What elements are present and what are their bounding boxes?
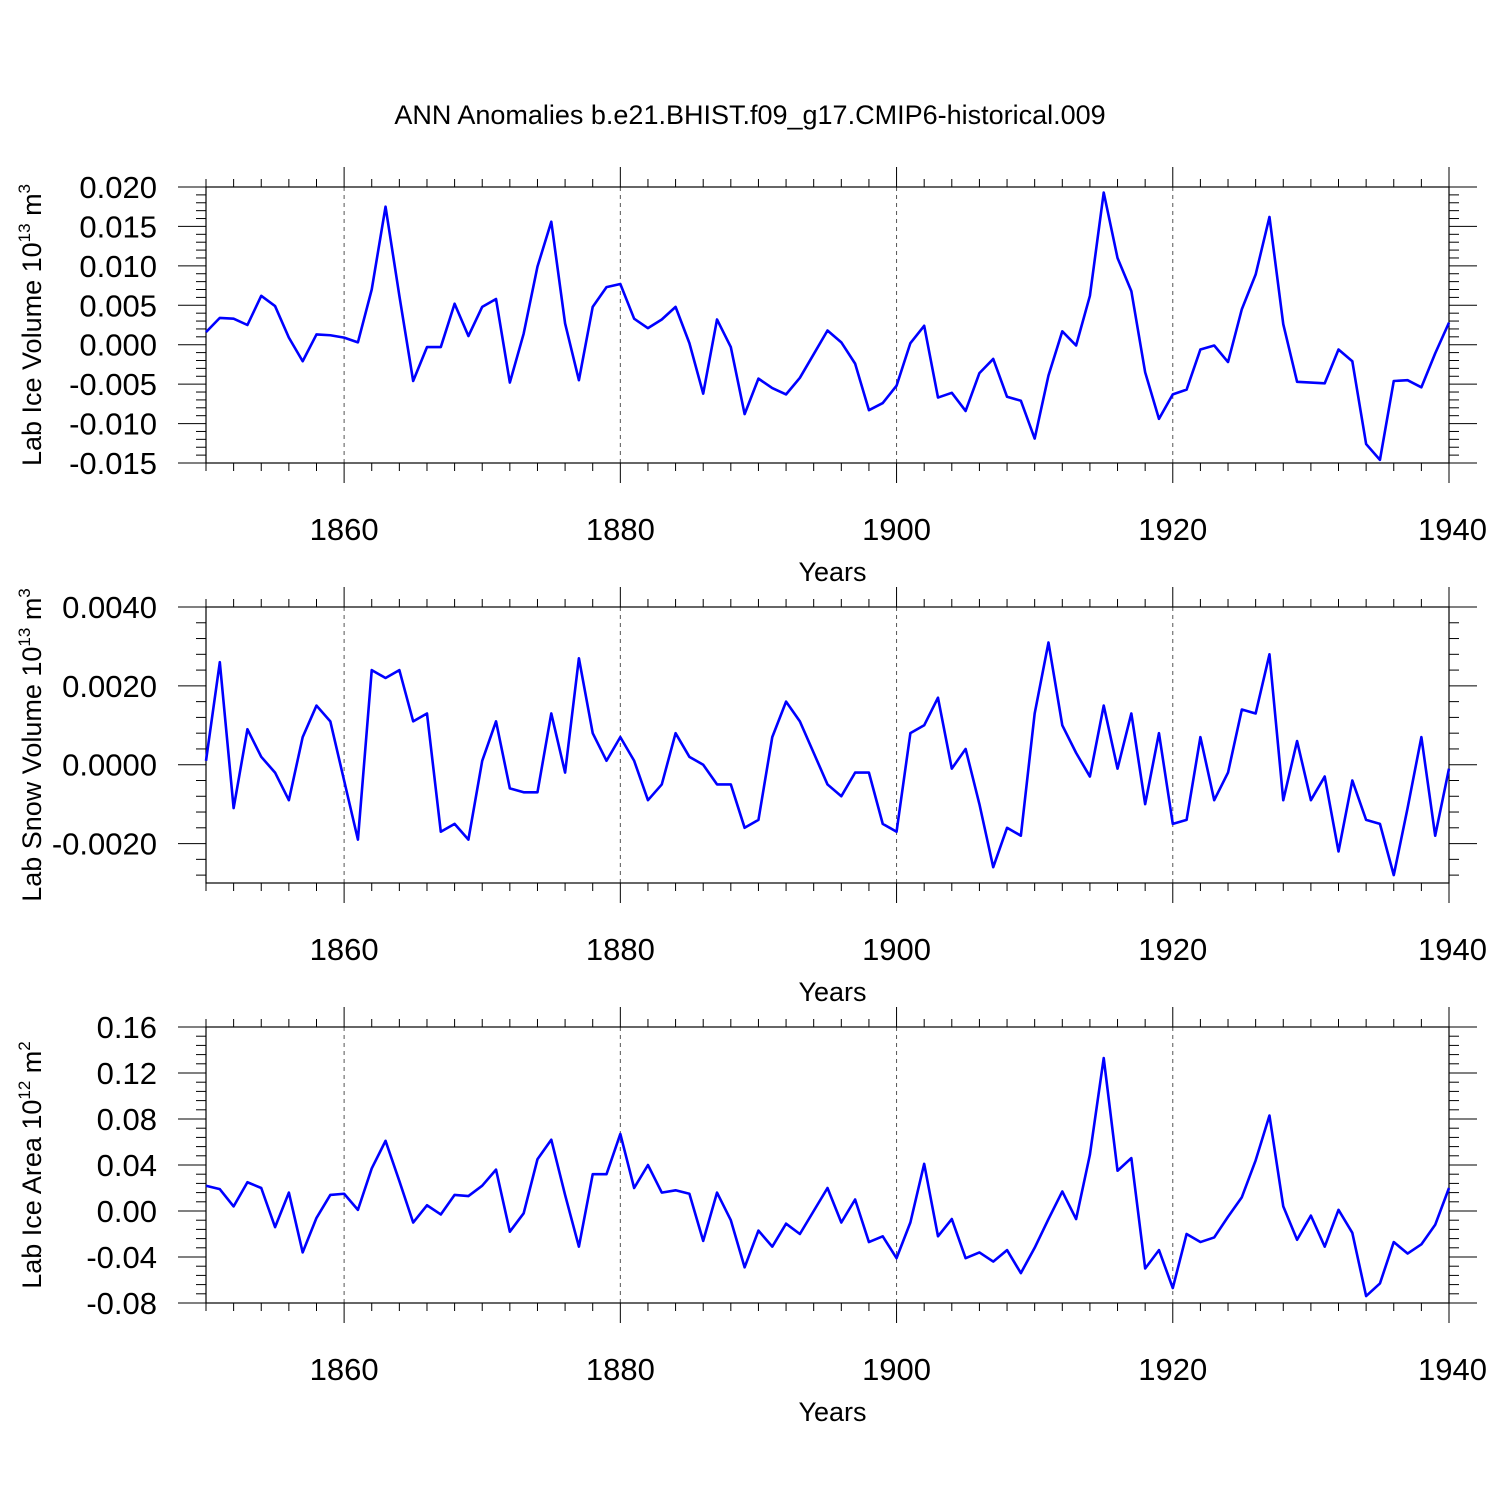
x-tick-label: 1880 (586, 932, 655, 967)
y-tick-label: -0.08 (86, 1286, 157, 1321)
y-axis-label: Lab Ice Area 1012 m2 (15, 1041, 47, 1289)
y-tick-label: 0.00 (97, 1194, 157, 1229)
series-line (205, 1056, 1451, 1298)
series-line (205, 191, 1451, 462)
chart-panel-3: 1860 1880 1900 1920 1940 -0.08 -0.04 0.00 0.04 0.… (15, 1007, 1487, 1427)
x-axis-label: Years (798, 557, 866, 587)
x-tick-label: 1920 (1138, 1352, 1207, 1387)
x-tick-label: 1940 (1418, 512, 1487, 547)
series-line (204, 641, 1451, 877)
x-tick-label: 1900 (862, 512, 931, 547)
y-tick-label: -0.015 (69, 446, 157, 481)
y-tick-label: 0.010 (79, 249, 157, 284)
y-tick-label: 0.015 (79, 209, 157, 244)
plot-frame (205, 606, 1450, 884)
x-tick-label: 1940 (1418, 932, 1487, 967)
x-tick-label: 1920 (1138, 932, 1207, 967)
plot-frame (205, 186, 1450, 464)
x-tick-label: 1920 (1138, 512, 1207, 547)
x-tick-label: 1900 (862, 1352, 931, 1387)
plot-frame (205, 1026, 1450, 1304)
chart-panel-2: 1860 1880 1900 1920 1940 -0.0020 0.0000 0.0020 0… (15, 587, 1487, 1007)
panels: 1860 1880 1900 1920 1940 -0.015 -0.010 -0.005 0.… (15, 167, 1487, 1427)
y-tick-label: -0.010 (69, 407, 157, 442)
y-tick-label: -0.0020 (52, 827, 157, 862)
x-tick-label: 1860 (310, 932, 379, 967)
y-tick-label: 0.000 (79, 328, 157, 363)
y-tick-label: -0.005 (69, 367, 157, 402)
x-tick-label: 1900 (862, 932, 931, 967)
x-axis-label: Years (798, 1397, 866, 1427)
x-tick-label: 1860 (310, 512, 379, 547)
y-tick-label: 0.0000 (62, 748, 157, 783)
chart-panel-1: 1860 1880 1900 1920 1940 -0.015 -0.010 -0.005 0.… (15, 167, 1487, 587)
y-tick-label: 0.005 (79, 288, 157, 323)
y-tick-label: -0.04 (86, 1240, 157, 1275)
y-tick-label: 0.16 (97, 1010, 157, 1045)
y-tick-label: 0.0040 (62, 590, 157, 625)
y-tick-label: 0.020 (79, 170, 157, 205)
x-tick-label: 1880 (586, 512, 655, 547)
y-axis-label: Lab Snow Volume 1013 m3 (15, 588, 47, 902)
y-tick-label: 0.04 (97, 1148, 157, 1183)
y-tick-label: 0.12 (97, 1056, 157, 1091)
x-axis-label: Years (798, 977, 866, 1007)
y-tick-label: 0.0020 (62, 669, 157, 704)
x-tick-label: 1880 (586, 1352, 655, 1387)
x-tick-label: 1860 (310, 1352, 379, 1387)
x-tick-label: 1940 (1418, 1352, 1487, 1387)
y-axis-label: Lab Ice Volume 1013 m3 (15, 184, 47, 466)
y-tick-label: 0.08 (97, 1102, 157, 1137)
figure-title: ANN Anomalies b.e21.BHIST.f09_g17.CMIP6-… (394, 100, 1105, 130)
